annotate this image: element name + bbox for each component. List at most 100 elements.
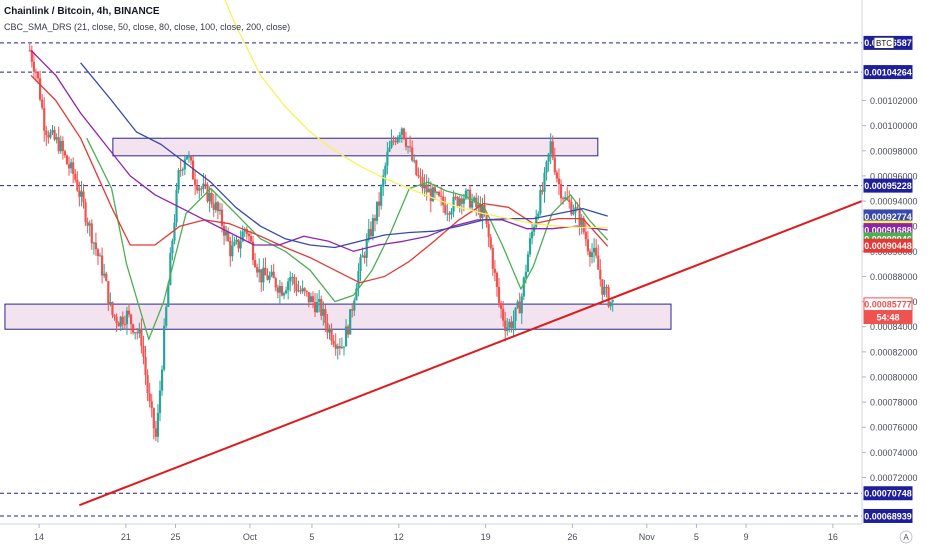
candle-down (39, 78, 42, 100)
candle-down (78, 190, 81, 197)
candle-up (603, 287, 606, 295)
candle-up (357, 271, 360, 289)
candle-up (181, 169, 184, 171)
candle-up (481, 205, 484, 218)
candle-up (165, 306, 168, 326)
candle-down (456, 196, 459, 206)
price-tag-label: 0.00104264 (864, 67, 912, 77)
x-tick-label: 16 (828, 532, 838, 542)
candle-down (253, 260, 257, 268)
candle-down (347, 326, 350, 335)
candle-down (378, 201, 381, 206)
candle-up (349, 309, 352, 335)
candle-up (547, 153, 550, 162)
price-tag-label: 0.00068939 (864, 511, 912, 521)
candle-down (409, 146, 412, 148)
candle-down (402, 128, 406, 139)
candle-up (342, 346, 346, 348)
candle-up (301, 288, 304, 292)
candle-down (425, 184, 428, 193)
price-tags: 0.00106587BTC0.001042640.000952280.00092… (863, 35, 913, 523)
candle-up (388, 147, 391, 152)
candle-up (134, 332, 137, 334)
x-tick-label: 9 (744, 532, 749, 542)
candle-up (241, 231, 244, 242)
candle-down (45, 130, 48, 136)
candle-down (557, 178, 561, 185)
candle-down (568, 199, 571, 202)
y-tick-label: 0.00084000 (870, 322, 918, 332)
candle-down (437, 191, 441, 196)
candle-up (289, 277, 292, 282)
candle-down (86, 221, 89, 226)
price-tag-label: 0.00092774 (864, 212, 912, 222)
candle-down (502, 308, 505, 321)
zone-rect[interactable] (112, 137, 599, 157)
candle-down (373, 218, 377, 221)
candle-up (522, 277, 525, 297)
candle-up (446, 213, 449, 215)
candle-up (55, 137, 58, 140)
candle-up (336, 346, 339, 349)
price-tag-label: 0.00085777 (864, 300, 912, 310)
candle-up (340, 347, 344, 349)
candle-up (435, 191, 439, 193)
candle-up (539, 190, 542, 214)
candle-down (249, 236, 253, 242)
candle-up (208, 192, 211, 202)
chart-title: Chainlink / Bitcoin, 4h, BINANCE (4, 6, 160, 17)
candle-down (607, 287, 610, 307)
candle-down (76, 179, 79, 191)
candle-up (231, 245, 234, 257)
candle-up (156, 413, 160, 437)
candle-up (282, 293, 286, 296)
candle-up (512, 320, 515, 328)
candle-down (415, 160, 418, 175)
price-tag-label: 0.00090448 (864, 241, 912, 251)
candle-up (173, 222, 176, 241)
candle-down (256, 267, 259, 273)
candle-down (497, 287, 501, 303)
candle-up (183, 159, 186, 170)
candle-down (57, 137, 60, 152)
candle-down (559, 184, 563, 199)
candle-up (367, 229, 370, 240)
candle-down (111, 302, 114, 315)
price-tag-bg (863, 486, 913, 501)
candle-down (330, 328, 333, 341)
zone-rect[interactable] (4, 303, 672, 330)
candle-up (169, 253, 172, 286)
auto-scale-button[interactable] (899, 530, 913, 544)
candle-up (462, 198, 465, 204)
candle-down (74, 173, 77, 180)
sma-200-line (224, 0, 608, 229)
candle-up (506, 327, 509, 331)
candle-up (92, 242, 95, 244)
y-tick-label: 0.00072000 (870, 473, 918, 483)
candle-up (258, 269, 261, 273)
candle-up (59, 140, 62, 152)
candle-down (115, 316, 118, 324)
candle-up (202, 183, 205, 189)
price-tag-bg (863, 508, 913, 523)
sma-lines (30, 0, 609, 340)
candle-up (609, 301, 612, 307)
candle-down (597, 255, 600, 270)
candle-up (611, 299, 614, 302)
candle-up (524, 271, 527, 278)
auto-scale-icon[interactable]: A (903, 533, 909, 542)
candle-down (504, 320, 507, 331)
candle-down (132, 324, 135, 333)
candle-up (359, 257, 362, 272)
axes: 0.00072000 0.00074000 0.00076000 0.00078000… (0, 0, 918, 544)
candle-down (67, 164, 71, 169)
candle-down (570, 201, 573, 215)
candle-up (580, 218, 583, 226)
candle-up (270, 271, 273, 276)
candle-down (123, 324, 126, 326)
trendline[interactable] (79, 200, 863, 507)
candle-up (427, 188, 430, 193)
candle-down (28, 50, 31, 52)
candle-down (553, 157, 556, 173)
